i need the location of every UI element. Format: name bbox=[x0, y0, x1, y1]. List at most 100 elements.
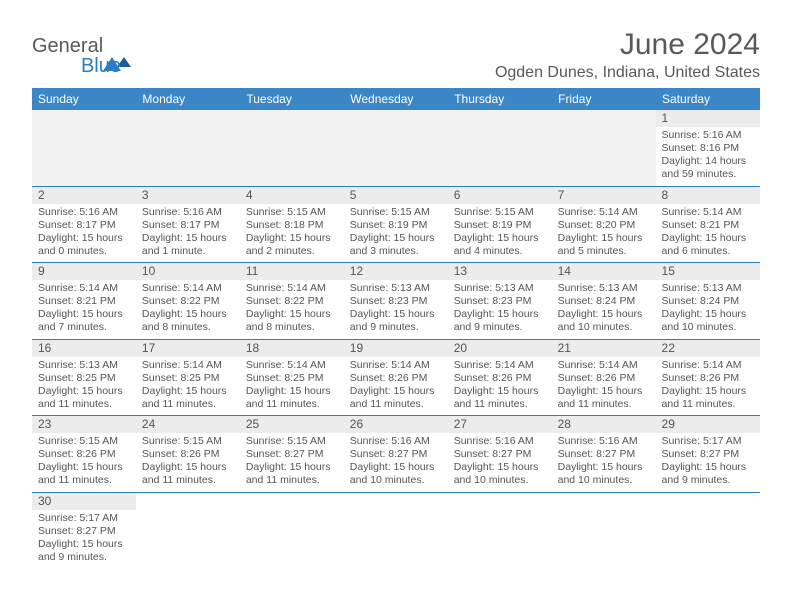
daylight-text: Daylight: 15 hours and 11 minutes. bbox=[558, 385, 650, 411]
daylight-text: Daylight: 15 hours and 8 minutes. bbox=[246, 308, 338, 334]
calendar-table: Sunday Monday Tuesday Wednesday Thursday… bbox=[32, 88, 760, 568]
daylight-text: Daylight: 15 hours and 11 minutes. bbox=[142, 461, 234, 487]
day-cell: 1Sunrise: 5:16 AMSunset: 8:16 PMDaylight… bbox=[656, 110, 760, 186]
day-number: 22 bbox=[656, 340, 760, 357]
sunset-text: Sunset: 8:18 PM bbox=[246, 219, 338, 232]
daylight-text: Daylight: 15 hours and 0 minutes. bbox=[38, 232, 130, 258]
day-cell bbox=[552, 492, 656, 568]
day-number: 12 bbox=[344, 263, 448, 280]
sunset-text: Sunset: 8:27 PM bbox=[38, 525, 130, 538]
day-cell: 15Sunrise: 5:13 AMSunset: 8:24 PMDayligh… bbox=[656, 263, 760, 340]
daylight-text: Daylight: 15 hours and 9 minutes. bbox=[662, 461, 754, 487]
day-cell: 16Sunrise: 5:13 AMSunset: 8:25 PMDayligh… bbox=[32, 339, 136, 416]
logo-text: General GeneBlue bbox=[32, 36, 131, 76]
daylight-text: Daylight: 15 hours and 11 minutes. bbox=[454, 385, 546, 411]
sunrise-text: Sunrise: 5:15 AM bbox=[350, 206, 442, 219]
day-cell bbox=[136, 110, 240, 186]
sunrise-text: Sunrise: 5:15 AM bbox=[38, 435, 130, 448]
day-number: 6 bbox=[448, 187, 552, 204]
sunset-text: Sunset: 8:26 PM bbox=[350, 372, 442, 385]
day-number: 3 bbox=[136, 187, 240, 204]
day-cell: 29Sunrise: 5:17 AMSunset: 8:27 PMDayligh… bbox=[656, 416, 760, 493]
week-row: 16Sunrise: 5:13 AMSunset: 8:25 PMDayligh… bbox=[32, 339, 760, 416]
daylight-text: Daylight: 15 hours and 2 minutes. bbox=[246, 232, 338, 258]
sunrise-text: Sunrise: 5:15 AM bbox=[246, 435, 338, 448]
day-cell: 7Sunrise: 5:14 AMSunset: 8:20 PMDaylight… bbox=[552, 186, 656, 263]
logo-word2: Blue bbox=[81, 55, 121, 77]
sunrise-text: Sunrise: 5:16 AM bbox=[558, 435, 650, 448]
week-row: 23Sunrise: 5:15 AMSunset: 8:26 PMDayligh… bbox=[32, 416, 760, 493]
sunset-text: Sunset: 8:21 PM bbox=[662, 219, 754, 232]
day-cell: 23Sunrise: 5:15 AMSunset: 8:26 PMDayligh… bbox=[32, 416, 136, 493]
day-cell bbox=[344, 110, 448, 186]
day-header: Tuesday bbox=[240, 88, 344, 110]
day-cell: 26Sunrise: 5:16 AMSunset: 8:27 PMDayligh… bbox=[344, 416, 448, 493]
sunrise-text: Sunrise: 5:15 AM bbox=[454, 206, 546, 219]
day-number: 19 bbox=[344, 340, 448, 357]
day-cell: 30Sunrise: 5:17 AMSunset: 8:27 PMDayligh… bbox=[32, 492, 136, 568]
daylight-text: Daylight: 15 hours and 10 minutes. bbox=[350, 461, 442, 487]
sunset-text: Sunset: 8:27 PM bbox=[454, 448, 546, 461]
day-cell: 6Sunrise: 5:15 AMSunset: 8:19 PMDaylight… bbox=[448, 186, 552, 263]
sunset-text: Sunset: 8:25 PM bbox=[38, 372, 130, 385]
sunset-text: Sunset: 8:25 PM bbox=[142, 372, 234, 385]
day-cell: 12Sunrise: 5:13 AMSunset: 8:23 PMDayligh… bbox=[344, 263, 448, 340]
day-cell bbox=[344, 492, 448, 568]
day-header: Wednesday bbox=[344, 88, 448, 110]
day-number: 18 bbox=[240, 340, 344, 357]
day-number: 8 bbox=[656, 187, 760, 204]
day-number: 21 bbox=[552, 340, 656, 357]
day-cell: 9Sunrise: 5:14 AMSunset: 8:21 PMDaylight… bbox=[32, 263, 136, 340]
sunset-text: Sunset: 8:25 PM bbox=[246, 372, 338, 385]
daylight-text: Daylight: 15 hours and 11 minutes. bbox=[142, 385, 234, 411]
day-cell bbox=[448, 492, 552, 568]
daylight-text: Daylight: 15 hours and 11 minutes. bbox=[246, 385, 338, 411]
sunrise-text: Sunrise: 5:14 AM bbox=[454, 359, 546, 372]
day-number: 17 bbox=[136, 340, 240, 357]
day-number: 23 bbox=[32, 416, 136, 433]
sunrise-text: Sunrise: 5:13 AM bbox=[454, 282, 546, 295]
sunrise-text: Sunrise: 5:13 AM bbox=[662, 282, 754, 295]
sunrise-text: Sunrise: 5:14 AM bbox=[558, 206, 650, 219]
day-header: Sunday bbox=[32, 88, 136, 110]
day-number: 5 bbox=[344, 187, 448, 204]
day-cell bbox=[240, 492, 344, 568]
daylight-text: Daylight: 15 hours and 5 minutes. bbox=[558, 232, 650, 258]
day-number: 20 bbox=[448, 340, 552, 357]
month-title: June 2024 bbox=[495, 28, 760, 62]
sunset-text: Sunset: 8:20 PM bbox=[558, 219, 650, 232]
day-number: 28 bbox=[552, 416, 656, 433]
day-cell bbox=[136, 492, 240, 568]
day-number: 11 bbox=[240, 263, 344, 280]
day-number: 26 bbox=[344, 416, 448, 433]
day-cell: 22Sunrise: 5:14 AMSunset: 8:26 PMDayligh… bbox=[656, 339, 760, 416]
sunset-text: Sunset: 8:23 PM bbox=[454, 295, 546, 308]
sunrise-text: Sunrise: 5:16 AM bbox=[38, 206, 130, 219]
day-cell: 3Sunrise: 5:16 AMSunset: 8:17 PMDaylight… bbox=[136, 186, 240, 263]
sunset-text: Sunset: 8:23 PM bbox=[350, 295, 442, 308]
day-cell bbox=[656, 492, 760, 568]
daylight-text: Daylight: 15 hours and 3 minutes. bbox=[350, 232, 442, 258]
day-cell: 25Sunrise: 5:15 AMSunset: 8:27 PMDayligh… bbox=[240, 416, 344, 493]
day-cell: 21Sunrise: 5:14 AMSunset: 8:26 PMDayligh… bbox=[552, 339, 656, 416]
day-header: Friday bbox=[552, 88, 656, 110]
day-cell: 4Sunrise: 5:15 AMSunset: 8:18 PMDaylight… bbox=[240, 186, 344, 263]
sunset-text: Sunset: 8:26 PM bbox=[662, 372, 754, 385]
daylight-text: Daylight: 14 hours and 59 minutes. bbox=[662, 155, 754, 181]
day-cell: 2Sunrise: 5:16 AMSunset: 8:17 PMDaylight… bbox=[32, 186, 136, 263]
week-row: 30Sunrise: 5:17 AMSunset: 8:27 PMDayligh… bbox=[32, 492, 760, 568]
header: General GeneBlue June 2024 Ogden Dunes, … bbox=[32, 28, 760, 82]
sunset-text: Sunset: 8:26 PM bbox=[454, 372, 546, 385]
day-number: 13 bbox=[448, 263, 552, 280]
sunrise-text: Sunrise: 5:14 AM bbox=[246, 359, 338, 372]
day-number: 15 bbox=[656, 263, 760, 280]
day-number: 16 bbox=[32, 340, 136, 357]
day-number: 24 bbox=[136, 416, 240, 433]
day-number: 29 bbox=[656, 416, 760, 433]
daylight-text: Daylight: 15 hours and 9 minutes. bbox=[454, 308, 546, 334]
daylight-text: Daylight: 15 hours and 10 minutes. bbox=[662, 308, 754, 334]
sunset-text: Sunset: 8:27 PM bbox=[246, 448, 338, 461]
sunset-text: Sunset: 8:21 PM bbox=[38, 295, 130, 308]
day-cell: 28Sunrise: 5:16 AMSunset: 8:27 PMDayligh… bbox=[552, 416, 656, 493]
sunrise-text: Sunrise: 5:16 AM bbox=[454, 435, 546, 448]
